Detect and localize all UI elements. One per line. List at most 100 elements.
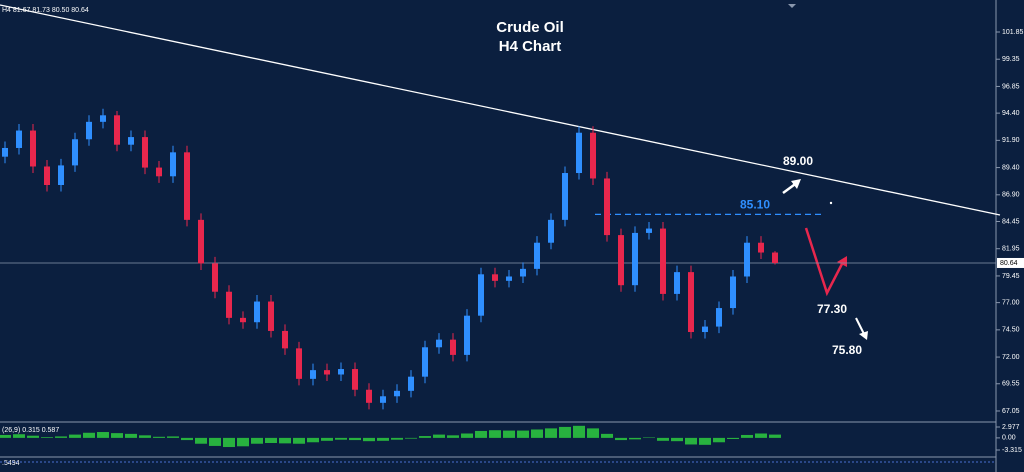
arrow-down: [855, 317, 865, 335]
candle-body: [212, 263, 218, 292]
macd-bar: [713, 437, 725, 443]
candle-body: [366, 389, 372, 403]
candle-body: [576, 132, 582, 174]
candle-body: [380, 396, 386, 403]
candle-body: [100, 115, 106, 122]
macd-bar: [545, 428, 557, 438]
candle-body: [16, 130, 22, 148]
arrow-zigzag: [804, 227, 845, 297]
macd-bar: [671, 437, 683, 442]
y-tick-label: 86.90: [1002, 192, 1020, 199]
macd-bar: [13, 434, 25, 438]
macd-bar: [685, 437, 697, 445]
macd-bar: [769, 434, 781, 438]
y-tick-label: 69.55: [1002, 381, 1020, 388]
macd-bar: [741, 434, 753, 438]
annotation: 89.00: [783, 154, 813, 168]
macd-bar: [335, 437, 347, 440]
macd-bar: [69, 434, 81, 438]
candle-body: [408, 376, 414, 391]
macd-bar: [503, 430, 515, 438]
macd-bar: [405, 437, 417, 439]
candle-body: [772, 252, 778, 263]
macd-bar: [657, 437, 669, 441]
y-tick-label: 72.00: [1002, 354, 1020, 361]
macd-bar: [615, 437, 627, 441]
candle-body: [184, 152, 190, 220]
candle-body: [394, 390, 400, 397]
candle-body: [114, 115, 120, 145]
candle-body: [72, 139, 78, 166]
resistance-label: 85.10: [740, 198, 770, 212]
macd-bar: [55, 436, 67, 438]
candle-body: [450, 339, 456, 355]
y-tick-label: 0.00: [1002, 435, 1016, 442]
y-tick-label: 2.977: [1002, 424, 1020, 431]
macd-bar: [307, 437, 319, 443]
candle-body: [310, 370, 316, 379]
macd-bar: [83, 432, 95, 438]
candle-body: [562, 173, 568, 220]
candle-body: [716, 308, 722, 327]
candle-body: [464, 315, 470, 355]
macd-bar: [461, 433, 473, 438]
candle-body: [338, 369, 344, 375]
candle-body: [506, 276, 512, 281]
arrow-head: [837, 256, 847, 267]
macd-bar: [363, 437, 375, 442]
macd-bar: [629, 437, 641, 440]
candle-body: [702, 326, 708, 333]
macd-bar: [531, 429, 543, 438]
macd-bar: [419, 436, 431, 438]
macd-bar: [181, 437, 193, 441]
candle-body: [744, 242, 750, 277]
candle-body: [604, 178, 610, 236]
macd-bar: [41, 437, 53, 438]
macd-bar: [195, 437, 207, 444]
dot: [829, 201, 833, 205]
candle-body: [44, 166, 50, 186]
candle-body: [156, 167, 162, 177]
y-tick-label: 101.85: [1002, 29, 1024, 36]
candle-body: [660, 228, 666, 294]
candle-body: [730, 276, 736, 309]
macd-bar: [209, 437, 221, 446]
shift-marker: [788, 4, 796, 8]
candle-body: [422, 347, 428, 377]
y-tick-label: 74.50: [1002, 327, 1020, 334]
macd-bar: [489, 430, 501, 438]
candle-body: [324, 370, 330, 375]
y-tick-label: 89.40: [1002, 164, 1020, 171]
candle-body: [478, 274, 484, 316]
y-tick-label: 77.00: [1002, 299, 1020, 306]
macd-bar: [265, 437, 277, 444]
arrow-head: [859, 331, 868, 340]
header-info: H4 81.67 81.73 80.50 80.64: [2, 7, 89, 14]
candle-body: [520, 268, 526, 277]
candle-body: [590, 132, 596, 179]
candle-body: [86, 121, 92, 140]
y-tick-label: 99.35: [1002, 56, 1020, 63]
y-tick-label: 81.95: [1002, 246, 1020, 253]
macd-bar: [27, 435, 39, 438]
candle-body: [534, 242, 540, 269]
macd-bar: [251, 437, 263, 444]
macd-bar: [97, 432, 109, 438]
y-tick-label: -3.315: [1002, 447, 1022, 454]
macd-bar: [643, 437, 655, 439]
macd-bar: [111, 433, 123, 438]
candle-body: [492, 274, 498, 281]
macd-bar: [139, 435, 151, 438]
macd-bar: [237, 437, 249, 447]
candle-body: [226, 291, 232, 318]
y-tick-label: 91.90: [1002, 137, 1020, 144]
macd-label: (26,9) 0.315 0.587: [2, 427, 59, 434]
candle-body: [674, 272, 680, 294]
macd-bar: [321, 437, 333, 441]
candle-body: [436, 339, 442, 348]
lower-label: .5494: [2, 460, 20, 467]
candle-body: [170, 152, 176, 177]
macd-bar: [153, 436, 165, 438]
candle-body: [58, 165, 64, 186]
candle-body: [30, 130, 36, 167]
